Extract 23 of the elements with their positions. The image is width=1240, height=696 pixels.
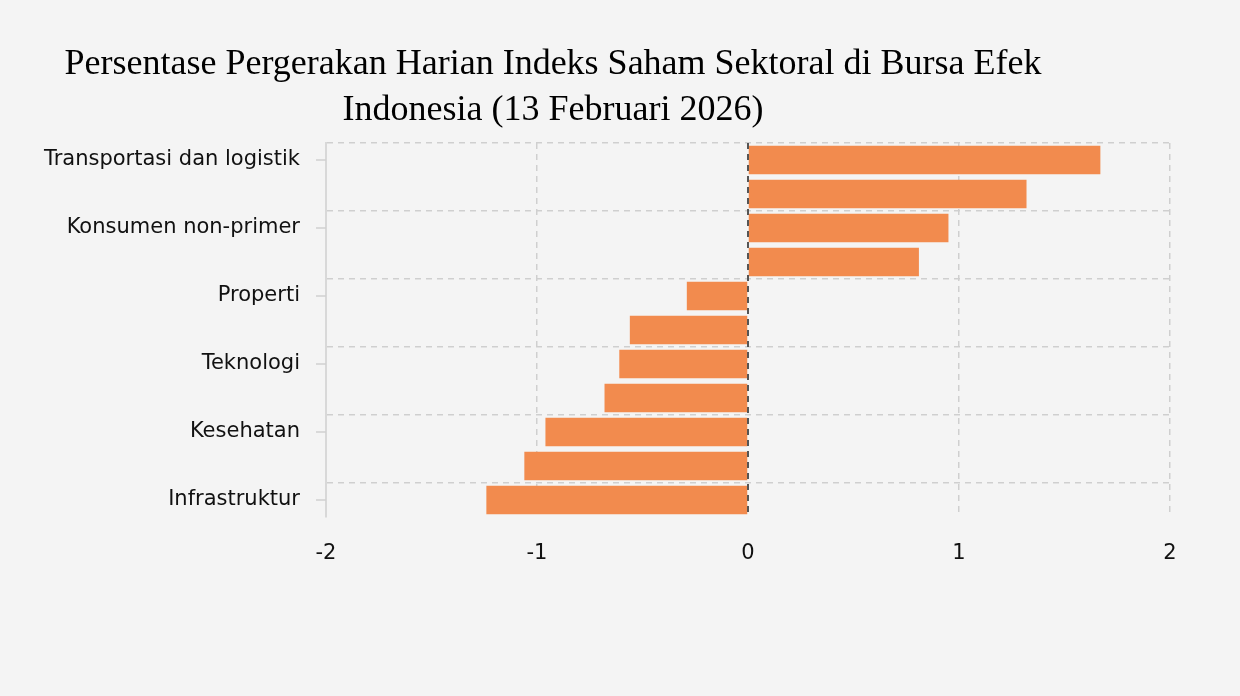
y-tick-label: Properti: [217, 282, 300, 307]
bar: [629, 315, 748, 345]
bar: [748, 179, 1027, 209]
y-tick-label: Teknologi: [200, 350, 300, 375]
y-tick-label: Kesehatan: [189, 418, 300, 443]
y-tick-label: Infrastruktur: [168, 486, 301, 511]
y-tick-label: Transportasi dan logistik: [42, 146, 301, 171]
x-tick-label: 0: [741, 540, 755, 565]
bar: [686, 281, 748, 311]
x-tick-label: 1: [952, 540, 966, 565]
chart-title: Persentase Pergerakan Harian Indeks Saham Sektoral di Bursa Efek Indonesia (13 Februari 2026): [63, 41, 1043, 130]
bar: [748, 145, 1101, 175]
x-tick-label: 2: [1163, 540, 1177, 565]
bar: [486, 485, 748, 515]
bar: [748, 213, 949, 243]
bar: [524, 451, 748, 481]
bar: [748, 247, 919, 277]
x-tick-label: -2: [315, 540, 337, 565]
bar: [604, 383, 748, 413]
bar: [545, 417, 748, 447]
x-tick-label: -1: [526, 540, 548, 565]
y-tick-label: Konsumen non-primer: [66, 214, 301, 239]
bar: [619, 349, 748, 379]
